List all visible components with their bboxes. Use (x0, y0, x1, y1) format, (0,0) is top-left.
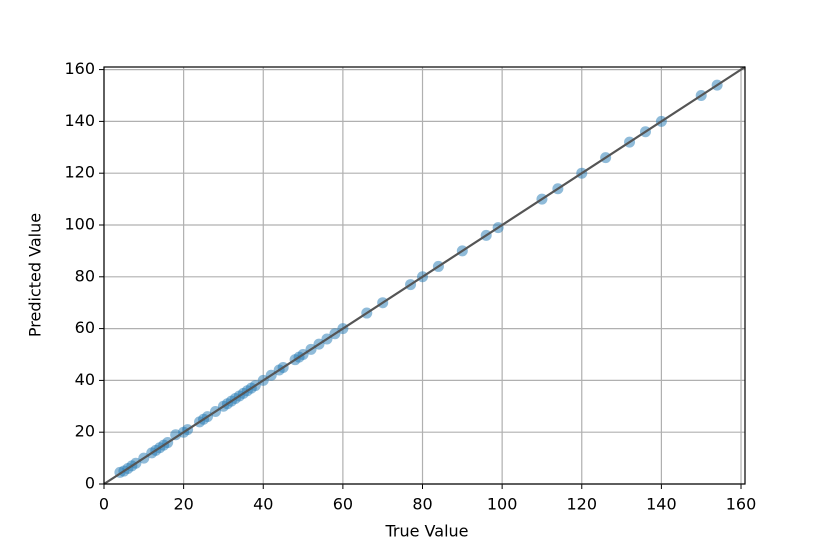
x-tick-label: 120 (566, 495, 597, 514)
x-axis-label: True Value (384, 522, 468, 541)
x-tick-label: 40 (253, 495, 273, 514)
y-tick-label: 140 (64, 111, 95, 130)
x-tick-label: 160 (726, 495, 757, 514)
x-tick-label: 20 (173, 495, 193, 514)
x-tick-label: 60 (333, 495, 353, 514)
y-tick-label: 60 (75, 318, 95, 337)
plot-frame (103, 66, 746, 485)
x-tick-label: 0 (99, 495, 109, 514)
x-tick-label: 100 (487, 495, 518, 514)
identity-line (103, 66, 746, 485)
y-tick-label: 160 (64, 59, 95, 78)
x-tick-label: 140 (646, 495, 677, 514)
y-tick-label: 80 (75, 266, 95, 285)
y-tick-label: 120 (64, 163, 95, 182)
x-tick-label: 80 (412, 495, 432, 514)
y-tick-label: 100 (64, 214, 95, 233)
y-tick-label: 20 (75, 422, 95, 441)
y-axis-label: Predicted Value (26, 213, 45, 337)
y-tick-label: 40 (75, 370, 95, 389)
y-tick-label: 0 (85, 474, 95, 493)
